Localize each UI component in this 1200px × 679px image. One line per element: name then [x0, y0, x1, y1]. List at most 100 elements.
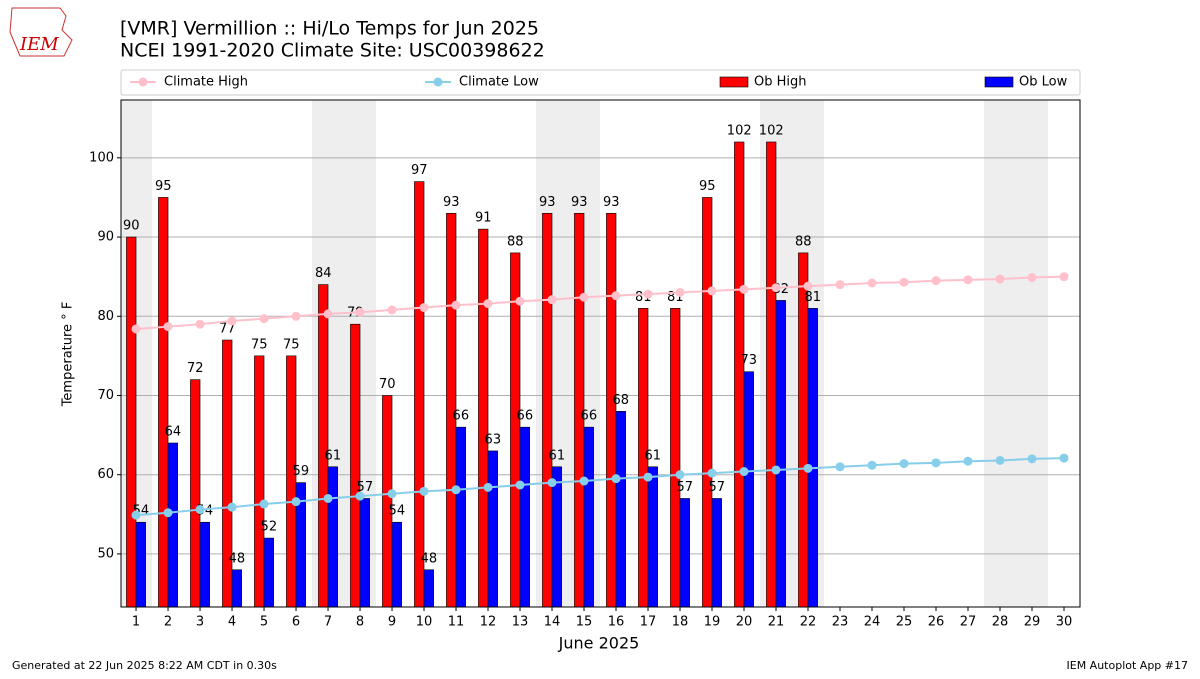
value-label: 61 — [549, 448, 566, 463]
climate-point — [1027, 454, 1037, 464]
legend-label: Climate Low — [459, 75, 539, 90]
climate-point — [931, 276, 941, 286]
climate-point — [835, 462, 845, 472]
bar — [647, 466, 658, 608]
value-label: 61 — [325, 448, 342, 463]
x-tick-label: 25 — [896, 615, 913, 630]
bar — [190, 379, 201, 608]
value-label: 57 — [677, 480, 694, 495]
y-tick-label: 80 — [97, 309, 114, 324]
value-label: 88 — [507, 234, 524, 249]
value-label: 48 — [229, 551, 246, 566]
climate-point — [387, 489, 397, 499]
x-tick-label: 14 — [544, 615, 561, 630]
value-label: 66 — [581, 409, 598, 424]
value-label: 81 — [805, 290, 822, 305]
climate-point — [195, 319, 205, 329]
climate-point — [419, 303, 429, 313]
bar — [551, 466, 562, 608]
climate-point — [739, 467, 749, 477]
value-label: 72 — [187, 361, 204, 376]
bar — [254, 355, 265, 608]
x-tick-label: 1 — [132, 615, 140, 630]
climate-point — [611, 291, 621, 301]
bar — [519, 426, 530, 608]
x-tick-label: 16 — [608, 615, 625, 630]
climate-point — [579, 292, 589, 302]
value-label: 93 — [539, 195, 556, 210]
climate-point — [803, 281, 813, 291]
x-tick-label: 3 — [196, 615, 204, 630]
value-label: 102 — [727, 123, 752, 138]
climate-point — [227, 316, 237, 326]
climate-point — [451, 485, 461, 495]
y-tick-label: 70 — [97, 388, 114, 403]
climate-point — [771, 283, 781, 293]
climate-line — [135, 275, 1065, 330]
weekend-shade — [984, 100, 1017, 607]
climate-point — [899, 277, 909, 287]
x-tick-label: 10 — [416, 615, 433, 630]
climate-point — [931, 458, 941, 468]
y-axis-label: Temperature ° F — [61, 302, 76, 408]
bar — [286, 355, 297, 608]
climate-point — [547, 478, 557, 488]
x-tick-label: 8 — [356, 615, 364, 630]
bar — [382, 395, 393, 608]
climate-point — [995, 455, 1005, 465]
bar — [510, 252, 521, 608]
value-label: 84 — [315, 266, 332, 281]
climate-point — [259, 314, 269, 324]
climate-point — [1027, 272, 1037, 282]
y-tick-label: 60 — [97, 467, 114, 482]
x-tick-label: 2 — [164, 615, 172, 630]
plot-frame — [120, 99, 1081, 608]
bar — [350, 323, 361, 608]
climate-point — [547, 295, 557, 305]
value-label: 95 — [699, 179, 716, 194]
climate-point — [163, 508, 173, 518]
x-tick-label: 18 — [672, 615, 689, 630]
bar — [487, 450, 498, 608]
climate-point — [419, 486, 429, 496]
x-tick-label: 21 — [768, 615, 785, 630]
value-label: 70 — [379, 377, 396, 392]
bar — [126, 236, 137, 608]
bar — [158, 197, 169, 608]
bar — [615, 411, 626, 608]
climate-point — [195, 505, 205, 515]
climate-point — [739, 284, 749, 294]
x-tick-label: 30 — [1056, 615, 1073, 630]
value-label: 73 — [741, 353, 758, 368]
bar — [743, 371, 754, 608]
weekend-shade — [1016, 100, 1049, 607]
bar — [423, 569, 434, 608]
y-tick-label: 50 — [97, 546, 114, 561]
value-label: 75 — [251, 337, 268, 352]
legend-label: Ob High — [754, 75, 807, 90]
legend-label: Ob Low — [1019, 75, 1068, 90]
value-label: 93 — [603, 195, 620, 210]
climate-point — [387, 305, 397, 315]
bar — [263, 537, 274, 608]
climate-point — [579, 476, 589, 486]
climate-point — [771, 465, 781, 475]
bar — [766, 141, 777, 608]
x-tick-label: 29 — [1024, 615, 1041, 630]
footer-left: Generated at 22 Jun 2025 8:22 AM CDT in … — [12, 659, 277, 672]
climate-line — [135, 457, 1065, 517]
climate-point — [643, 289, 653, 299]
bar — [414, 181, 425, 608]
x-tick-label: 5 — [260, 615, 268, 630]
x-axis-label: June 2025 — [558, 634, 640, 653]
bar — [542, 212, 553, 608]
climate-point — [1059, 272, 1069, 282]
legend-swatch — [984, 76, 1014, 88]
value-label: 54 — [389, 504, 406, 519]
value-label: 64 — [165, 425, 182, 440]
bar — [231, 569, 242, 608]
bar — [734, 141, 745, 608]
climate-point — [707, 468, 717, 478]
x-tick-label: 26 — [928, 615, 945, 630]
climate-point — [867, 278, 877, 288]
